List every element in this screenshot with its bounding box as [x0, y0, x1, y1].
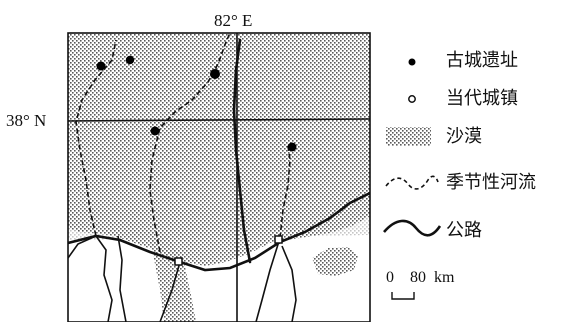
scale-unit-label: km	[434, 269, 455, 286]
legend-filled-dot-icon	[408, 58, 416, 66]
scale-value-label: 80	[410, 269, 426, 286]
map-body	[68, 33, 370, 322]
ancient-city-markers	[96, 55, 297, 152]
scale-bar	[391, 292, 415, 300]
desert-patch	[312, 247, 358, 276]
seasonal-rivers	[75, 33, 291, 253]
modern-town-marker	[174, 257, 183, 266]
seasonal-river-central	[149, 33, 231, 253]
legend-label-desert: 沙漠	[446, 126, 482, 147]
solid-lines-south	[68, 235, 297, 322]
road-southern	[68, 191, 370, 272]
legend-hollow-circle-icon	[408, 95, 416, 103]
river-south-5	[281, 245, 297, 322]
parallel-label: 38° N	[6, 111, 47, 130]
legend-label-modern-town: 当代城镇	[446, 88, 518, 109]
river-south-2	[117, 235, 127, 322]
meridian-label: 82° E	[214, 11, 253, 30]
map-frame	[67, 32, 371, 322]
ancient-city-dot	[210, 69, 220, 79]
desert-tongue	[150, 236, 196, 322]
legend-stipple-pattern-icon	[386, 127, 431, 146]
legend-label-road: 公路	[446, 220, 482, 241]
legend-label-seasonal-river: 季节性河流	[446, 172, 536, 193]
river-south-3	[159, 261, 181, 322]
parallel-38n	[68, 118, 370, 122]
road-north-south	[232, 38, 252, 264]
scale-zero-label: 0	[386, 269, 394, 286]
roads	[68, 38, 370, 272]
river-south-1	[68, 235, 113, 322]
modern-town-markers	[174, 235, 283, 266]
seasonal-river-west	[75, 39, 117, 237]
river-south-4	[255, 237, 281, 322]
ancient-city-dot	[96, 61, 106, 71]
desert-fringe	[68, 205, 370, 240]
legend-dashed-line-icon	[385, 175, 439, 190]
ancient-city-dot	[125, 55, 135, 65]
legend-label-ancient-city: 古城遗址	[446, 50, 518, 71]
legend-solid-curve-icon	[383, 219, 442, 237]
modern-town-marker	[274, 235, 283, 244]
ancient-city-dot	[287, 142, 297, 152]
ancient-city-dot	[150, 126, 160, 136]
seasonal-river-east	[279, 145, 291, 239]
